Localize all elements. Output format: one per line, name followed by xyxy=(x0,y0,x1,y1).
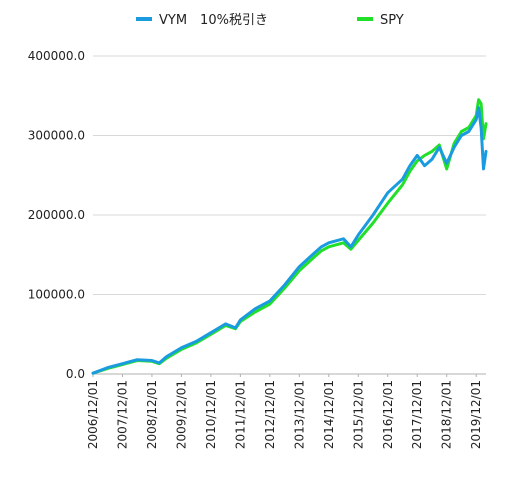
x-tick-label: 2014/12/01 xyxy=(322,380,336,449)
x-tick-label: 2016/12/01 xyxy=(381,380,395,449)
y-tick-label: 400000.0 xyxy=(28,49,85,63)
x-tick-label: 2008/12/01 xyxy=(145,380,159,449)
x-tick-label: 2006/12/01 xyxy=(86,380,100,449)
x-tick-label: 2010/12/01 xyxy=(204,380,218,449)
x-tick-label: 2012/12/01 xyxy=(263,380,277,449)
y-tick-label: 200000.0 xyxy=(28,208,85,222)
x-tick-label: 2018/12/01 xyxy=(440,380,454,449)
y-tick-label: 300000.0 xyxy=(28,129,85,143)
series-line xyxy=(91,106,488,375)
legend-label: VYM 10%税引き xyxy=(159,13,268,28)
x-tick-label: 2017/12/01 xyxy=(410,380,424,449)
y-tick-label: 100000.0 xyxy=(28,288,85,302)
x-tick-label: 2009/12/01 xyxy=(174,380,188,449)
x-tick-label: 2019/12/01 xyxy=(469,380,483,449)
y-tick-label: 0.0 xyxy=(66,367,85,381)
x-tick-label: 2011/12/01 xyxy=(233,380,247,449)
legend-label: SPY xyxy=(380,13,404,28)
x-tick-label: 2015/12/01 xyxy=(351,380,365,449)
x-tick-label: 2007/12/01 xyxy=(115,380,129,449)
x-tick-label: 2013/12/01 xyxy=(292,380,306,449)
series-line xyxy=(91,98,488,375)
